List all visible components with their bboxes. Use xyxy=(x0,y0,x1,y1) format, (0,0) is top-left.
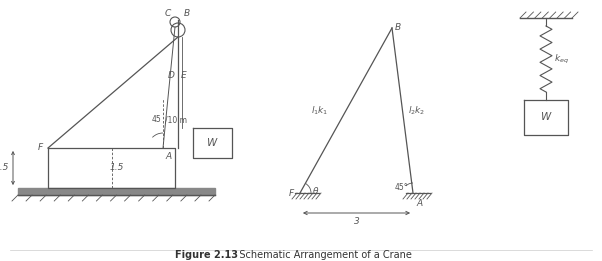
Text: Schematic Arrangement of a Crane: Schematic Arrangement of a Crane xyxy=(230,250,412,260)
Text: $\theta$: $\theta$ xyxy=(312,185,319,196)
Text: A: A xyxy=(165,152,171,161)
Text: $l_1k_1$: $l_1k_1$ xyxy=(311,104,328,117)
Text: 3: 3 xyxy=(353,217,359,226)
Polygon shape xyxy=(18,188,215,195)
Text: F: F xyxy=(38,144,43,152)
Text: 1.5: 1.5 xyxy=(110,163,123,173)
Text: D: D xyxy=(168,70,175,80)
Text: A: A xyxy=(416,199,422,208)
Text: 45°: 45° xyxy=(395,183,409,192)
Text: /10 m: /10 m xyxy=(165,116,187,124)
Text: B: B xyxy=(184,9,190,18)
Text: 45: 45 xyxy=(151,116,161,124)
Text: $k_{eq}$: $k_{eq}$ xyxy=(554,52,569,66)
Text: $l_2k_2$: $l_2k_2$ xyxy=(408,104,425,117)
Text: E: E xyxy=(181,70,187,80)
Text: B: B xyxy=(395,23,401,33)
Text: W: W xyxy=(541,112,551,122)
Text: F: F xyxy=(289,188,294,198)
Text: 1.5: 1.5 xyxy=(0,163,9,173)
Text: C: C xyxy=(165,9,171,18)
Text: Figure 2.13: Figure 2.13 xyxy=(175,250,238,260)
Text: W: W xyxy=(207,138,218,148)
